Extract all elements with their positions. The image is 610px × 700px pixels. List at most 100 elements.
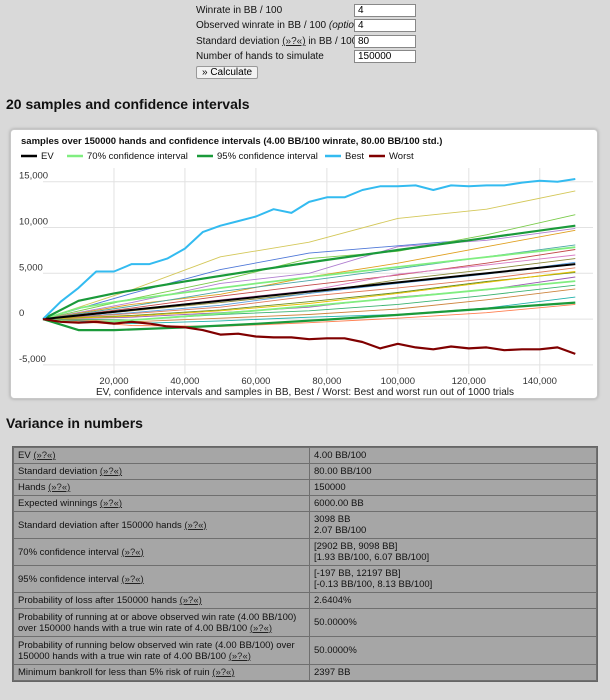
stats-value-cell: 6000.00 BB [309,495,597,512]
stats-value-secondary: [1.93 BB/100, 6.07 BB/100] [314,552,430,563]
calculate-button[interactable]: » Calculate [196,66,259,79]
stats-row: Standard deviation (»?«) 80.00 BB/100 [13,463,597,480]
stats-label: 95% confidence interval [18,573,119,585]
stats-value: [2902 BB, 9098 BB] [314,541,398,552]
stats-value-cell: 150000 [309,479,597,496]
stats-label-cell: EV (»?«) [13,447,310,464]
stats-help-link[interactable]: (»?«) [121,546,144,558]
best-line [42,178,576,320]
x-tick-label: 40,000 [170,376,199,387]
stats-value-secondary: [-0.13 BB/100, 8.13 BB/100] [314,579,433,590]
stats-row: Hands (»?«) 150000 [13,479,597,496]
stats-help-link[interactable]: (»?«) [179,595,202,606]
legend-label: 70% confidence interval [87,151,188,162]
stddev-help-link[interactable]: (»?«) [282,36,306,47]
stats-value-cell: 4.00 BB/100 [309,447,597,464]
ci70-upper-line [42,246,576,320]
stats-label: EV [18,450,31,461]
stats-label-cell: 70% confidence interval (»?«) [13,538,310,566]
stats-label: Minimum bankroll for less than 5% risk o… [18,667,210,678]
observed-winrate-label: Observed winrate in BB / 100 (optional) [196,19,371,33]
x-tick-label: 20,000 [99,376,128,387]
stats-label: Probability of loss after 150000 hands [18,595,177,606]
stats-label-cell: Probability of running at or above obser… [13,608,310,637]
stats-value-cell: [2902 BB, 9098 BB] [1.93 BB/100, 6.07 BB/… [309,538,597,566]
y-tick-label: 0 [19,308,24,319]
sample-line [42,303,576,327]
x-tick-label: 100,000 [381,376,415,387]
stats-value: [-197 BB, 12197 BB] [314,568,401,579]
stats-help-link[interactable]: (»?«) [33,450,56,461]
x-tick-label: 120,000 [452,376,486,387]
stats-value: 4.00 BB/100 [314,450,367,461]
chart-grid [43,168,593,374]
observed-winrate-label-text: Observed winrate in BB / 100 [196,20,327,31]
ci95-lower-line [42,301,576,332]
sample-line [42,227,576,320]
stats-label-cell: 95% confidence interval (»?«) [13,565,310,593]
observed-winrate-optional: (optional) [328,20,371,31]
stddev-label: Standard deviation (»?«) in BB / 100 [196,35,357,49]
variance-heading: Variance in numbers [6,415,143,431]
x-tick-label: 140,000 [523,376,557,387]
stats-table: EV (»?«) 4.00 BB/100 Standard deviation (»… [12,446,598,682]
x-tick-label: 80,000 [312,376,341,387]
hands-input[interactable] [354,50,416,63]
legend-label: Best [345,151,364,162]
hands-label: Number of hands to simulate [196,51,324,62]
legend-label: EV [41,151,54,162]
stats-row: Probability of running at or above obser… [13,608,597,637]
stats-help-link[interactable]: (»?«) [99,498,123,509]
stats-help-link[interactable]: (»?«) [184,519,207,531]
sample-line [42,190,576,320]
stats-help-link[interactable]: (»?«) [99,466,123,477]
stats-help-link[interactable]: (»?«) [212,667,235,678]
stats-label: Standard deviation [18,466,98,477]
stats-label-cell: Hands (»?«) [13,479,310,496]
chart-legend: EV 70% confidence interval 95% confidence … [21,151,414,162]
stats-value-cell: 2397 BB [309,664,597,681]
stats-value: 2.6404% [314,595,352,606]
stats-value-cell: 80.00 BB/100 [309,463,597,480]
stats-row: Probability of loss after 150000 hands (… [13,592,597,609]
legend-label: Worst [389,151,414,162]
y-tick-label: -5,000 [19,354,46,365]
legend-label: 95% confidence interval [217,151,318,162]
stats-label: Probability of running below observed wi… [18,639,295,662]
winrate-input[interactable] [354,4,416,17]
stats-label-cell: Probability of running below observed wi… [13,636,310,665]
stats-label: Probability of running at or above obser… [18,611,297,634]
sample-line [42,267,576,320]
stats-help-link[interactable]: (»?«) [249,622,273,634]
samples-heading: 20 samples and confidence intervals [6,96,250,112]
stats-table-body: EV (»?«) 4.00 BB/100 Standard deviation (»… [13,447,597,681]
stats-row: Minimum bankroll for less than 5% risk o… [13,664,597,681]
stats-label-cell: Standard deviation (»?«) [13,463,310,480]
x-tick-label: 60,000 [241,376,270,387]
chart-title: samples over 150000 hands and confidence… [21,136,442,147]
stats-value: 3098 BB [314,514,351,525]
stats-value-cell: 3098 BB 2.07 BB/100 [309,511,597,539]
stats-label: 70% confidence interval [18,546,119,558]
stats-row: Expected winnings (»?«) 6000.00 BB [13,495,597,512]
stats-label-cell: Standard deviation after 150000 hands (»… [13,511,310,539]
sample-line [42,271,576,320]
chart-svg: 20,000 40,000 60,000 80,000 100,000 120,000 14… [19,136,593,387]
stats-value: 150000 [314,482,346,493]
chart-caption: EV, confidence intervals and samples in … [96,387,514,398]
stats-label: Expected winnings [18,498,98,509]
stats-help-link[interactable]: (»?«) [48,482,71,493]
observed-winrate-input[interactable] [354,19,416,32]
stats-row: Probability of running below observed wi… [13,636,597,665]
stats-label: Standard deviation after 150000 hands [18,519,182,531]
stats-help-link[interactable]: (»?«) [228,650,251,662]
stats-value-secondary: 2.07 BB/100 [314,525,367,536]
stats-help-link[interactable]: (»?«) [121,573,144,585]
ev-line [42,263,576,321]
stats-value-cell: 50.0000% [309,636,597,665]
stddev-label-text: Standard deviation [196,36,280,47]
stddev-input[interactable] [354,35,416,48]
sample-line [42,249,576,320]
sample-line [42,271,576,320]
y-tick-label: 15,000 [19,171,48,182]
